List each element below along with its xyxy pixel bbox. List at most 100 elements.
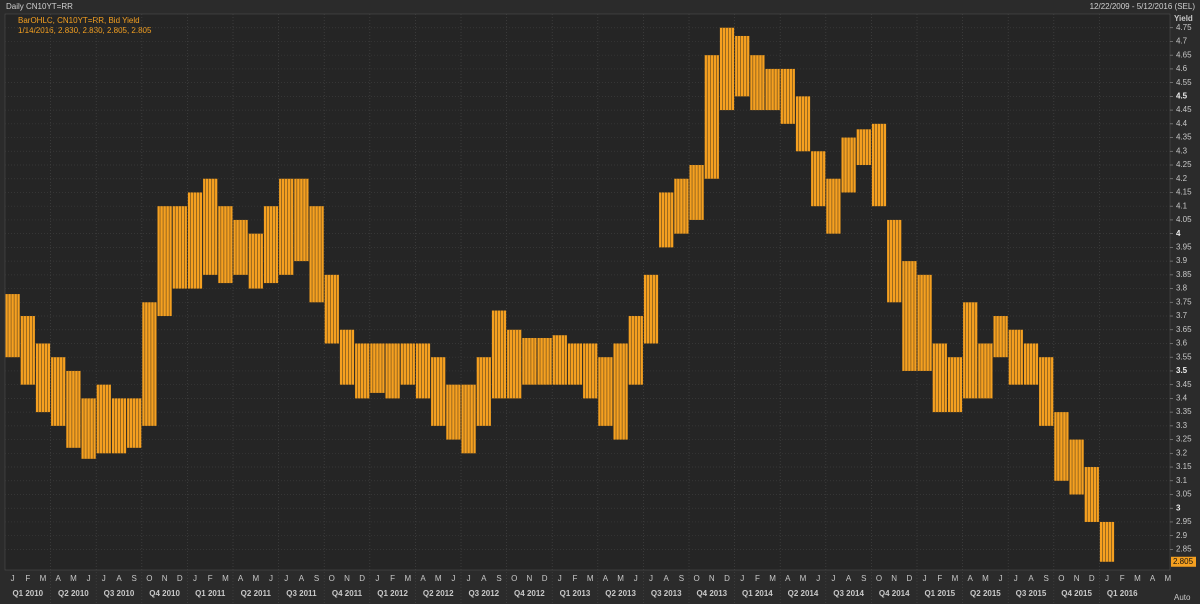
price-bar — [522, 337, 537, 385]
last-value-label: 2.805 — [1173, 557, 1194, 566]
x-tick-label: O — [146, 574, 152, 583]
quarter-label: Q2 2015 — [970, 589, 1001, 598]
price-bar — [324, 274, 339, 344]
price-bar — [355, 343, 370, 399]
quarter-label: Q1 2014 — [742, 589, 773, 598]
price-bar — [233, 219, 248, 275]
x-tick-label: A — [481, 574, 487, 583]
x-tick-label: J — [1105, 574, 1109, 583]
price-bar — [172, 206, 187, 289]
quarter-label: Q2 2014 — [788, 589, 819, 598]
x-tick-label: A — [664, 574, 670, 583]
price-bar — [902, 261, 917, 371]
y-tick-label: 2.9 — [1176, 531, 1188, 540]
price-bar — [127, 398, 142, 448]
x-tick-label: F — [937, 574, 942, 583]
y-tick-label: 3.7 — [1176, 311, 1188, 320]
x-tick-label: J — [634, 574, 638, 583]
x-tick-label: A — [1150, 574, 1156, 583]
price-bar — [765, 68, 780, 111]
y-tick-label: 3.35 — [1176, 407, 1192, 416]
x-tick-label: O — [511, 574, 517, 583]
x-tick-label: M — [435, 574, 442, 583]
price-bar — [20, 316, 35, 385]
quarter-label: Q4 2014 — [879, 589, 910, 598]
price-bar — [248, 233, 263, 289]
y-tick-label: 4.7 — [1176, 37, 1188, 46]
quarter-label: Q1 2016 — [1107, 589, 1138, 598]
y-axis-label: Yield — [1174, 14, 1193, 23]
price-bar — [795, 96, 811, 152]
quarter-label: Q2 2010 — [58, 589, 89, 598]
x-tick-label: O — [876, 574, 882, 583]
quarter-label: Q4 2011 — [332, 589, 363, 598]
y-tick-label: 3.3 — [1176, 421, 1188, 430]
price-bar — [704, 55, 719, 179]
price-bar — [218, 206, 233, 284]
price-bar — [628, 316, 643, 385]
x-tick-label: J — [999, 574, 1003, 583]
y-tick-label: 2.95 — [1176, 517, 1192, 526]
price-bar — [35, 343, 51, 413]
x-tick-label: F — [573, 574, 578, 583]
y-tick-label: 3.75 — [1176, 297, 1192, 306]
y-tick-label: 4.25 — [1176, 160, 1192, 169]
price-bar — [385, 343, 400, 399]
price-bar — [993, 316, 1008, 358]
x-tick-label: A — [1028, 574, 1034, 583]
price-bar — [871, 123, 887, 207]
x-tick-label: M — [222, 574, 229, 583]
x-tick-label: N — [1074, 574, 1080, 583]
scale-mode: Auto — [1174, 593, 1191, 602]
x-tick-label: D — [359, 574, 365, 583]
x-tick-label: A — [56, 574, 62, 583]
quarter-label: Q4 2012 — [514, 589, 545, 598]
x-tick-label: J — [375, 574, 379, 583]
quarter-label: Q3 2014 — [833, 589, 864, 598]
price-bar — [263, 206, 279, 284]
price-bar — [1008, 329, 1023, 385]
price-bar — [309, 206, 324, 303]
quarter-label: Q4 2015 — [1061, 589, 1092, 598]
x-tick-label: N — [891, 574, 897, 583]
x-tick-label: M — [952, 574, 959, 583]
price-bar — [1023, 343, 1039, 385]
y-tick-label: 4.75 — [1176, 23, 1192, 32]
chart-title: Daily CN10YT=RR — [6, 2, 73, 11]
price-bar — [1039, 357, 1054, 426]
y-tick-label: 3.25 — [1176, 435, 1192, 444]
price-bar — [157, 206, 172, 317]
price-bar — [187, 192, 203, 289]
x-tick-label: J — [649, 574, 653, 583]
quarter-label: Q1 2011 — [195, 589, 226, 598]
x-tick-label: F — [1120, 574, 1125, 583]
y-tick-label: 4.2 — [1176, 174, 1188, 183]
quarter-label: Q1 2010 — [12, 589, 43, 598]
x-tick-label: A — [846, 574, 852, 583]
x-tick-label: M — [587, 574, 594, 583]
price-bar — [279, 178, 294, 275]
price-bar — [598, 357, 613, 426]
y-tick-label: 4.5 — [1176, 91, 1188, 100]
quarter-label: Q4 2010 — [149, 589, 180, 598]
price-bar — [841, 137, 856, 193]
price-bar — [507, 329, 522, 399]
x-tick-label: J — [284, 574, 288, 583]
price-bar — [294, 178, 309, 262]
x-tick-label: M — [982, 574, 989, 583]
study-label: BarOHLC, CN10YT=RR, Bid Yield — [18, 16, 140, 25]
y-tick-label: 3.5 — [1176, 366, 1188, 375]
y-tick-label: 4.55 — [1176, 78, 1192, 87]
y-tick-label: 3.55 — [1176, 352, 1192, 361]
quarter-label: Q3 2011 — [286, 589, 317, 598]
x-tick-label: D — [907, 574, 913, 583]
y-tick-label: 3.65 — [1176, 325, 1192, 334]
price-bar — [932, 343, 947, 413]
x-tick-label: A — [116, 574, 122, 583]
quarter-label: Q3 2012 — [468, 589, 499, 598]
y-tick-label: 4.1 — [1176, 201, 1188, 210]
y-tick-label: 4.65 — [1176, 50, 1192, 59]
price-bar — [887, 219, 902, 303]
price-bar — [1069, 439, 1084, 495]
price-bar — [735, 35, 750, 97]
